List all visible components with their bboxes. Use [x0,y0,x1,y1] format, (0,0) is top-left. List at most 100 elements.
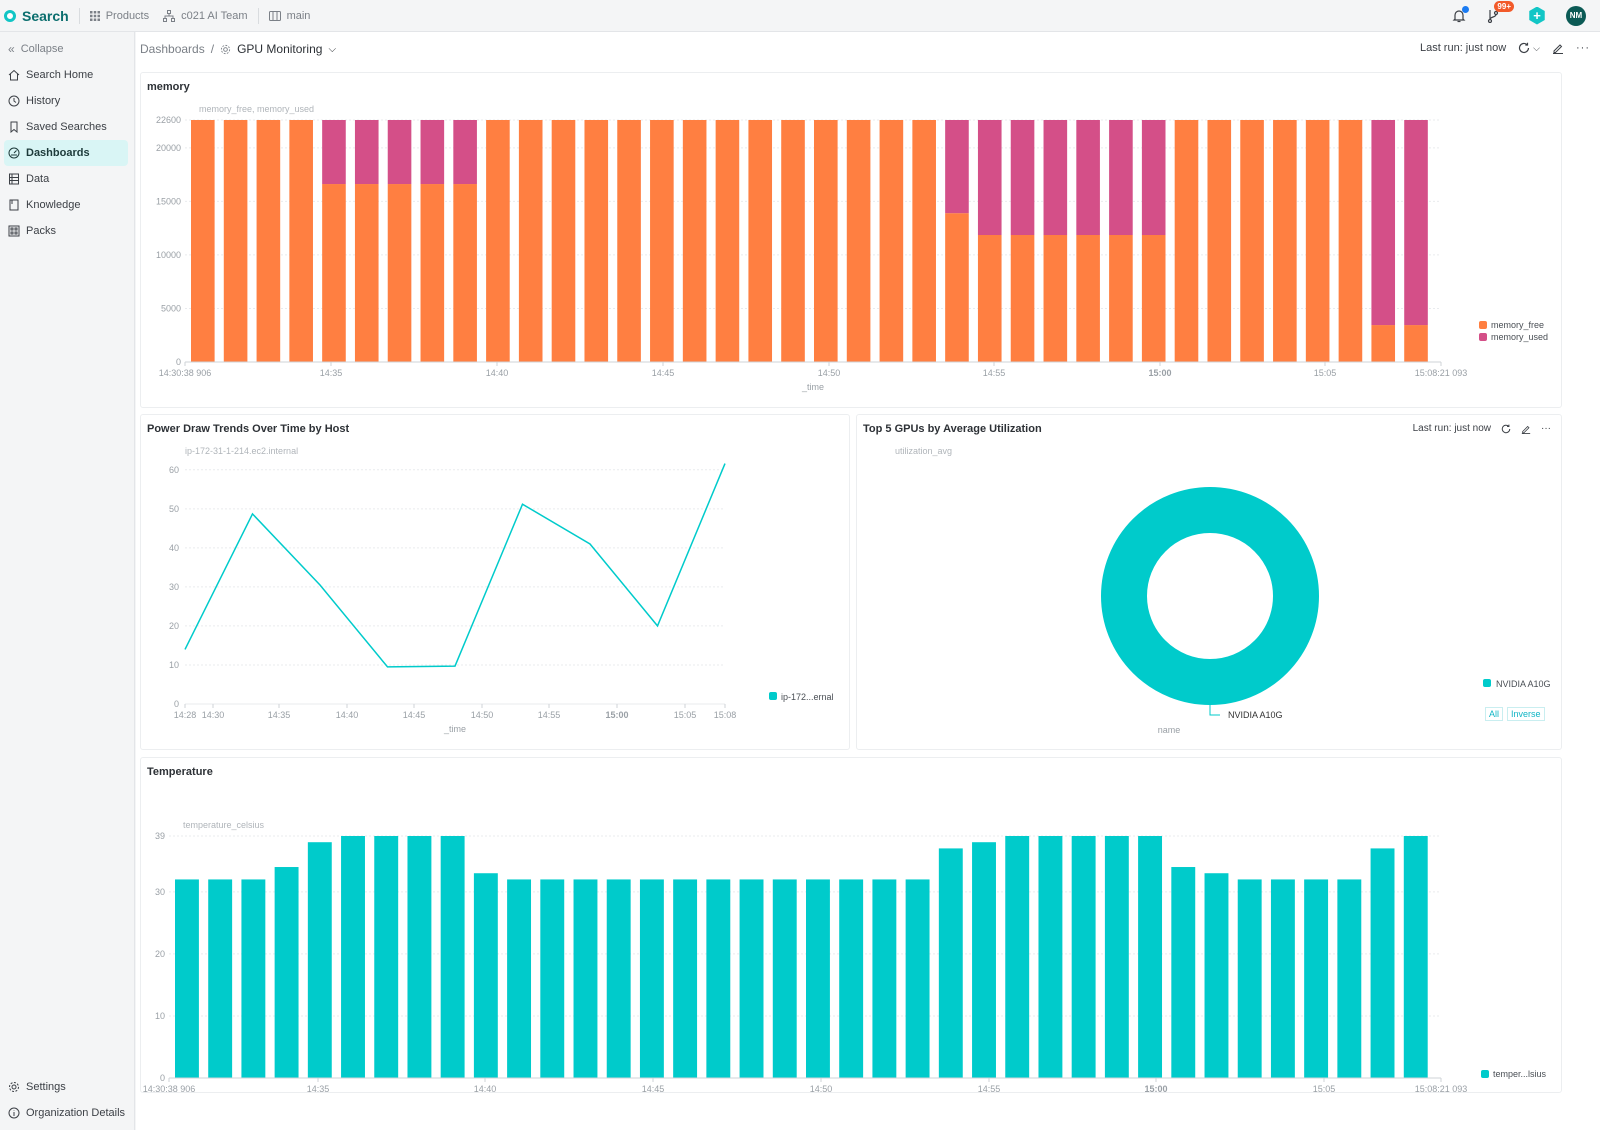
bar[interactable] [748,120,773,362]
bar[interactable] [307,842,332,1078]
bar[interactable] [945,213,969,362]
bar[interactable] [256,120,281,362]
bar[interactable] [1010,235,1035,362]
bar[interactable] [1171,867,1196,1078]
dashboard-title[interactable]: GPU Monitoring [237,42,323,56]
bar[interactable] [453,120,477,185]
bar[interactable] [650,120,674,362]
sidebar-item-dashboards[interactable]: Dashboards [4,140,128,166]
sidebar-item-saved-searches[interactable]: Saved Searches [4,114,128,140]
bar[interactable] [972,842,996,1078]
bar[interactable] [274,867,299,1078]
bar[interactable] [673,879,698,1078]
bar[interactable] [1371,325,1396,362]
bar[interactable] [1370,848,1395,1078]
bar[interactable] [1141,120,1166,236]
bar[interactable] [938,848,963,1078]
app-brand[interactable]: Search [0,8,69,24]
team-selector[interactable]: c021 AI Team [163,9,248,22]
bar[interactable] [1304,879,1329,1078]
legend-all-button[interactable]: All [1485,707,1504,721]
sidebar-item-history[interactable]: History [4,88,128,114]
bar[interactable] [191,120,215,362]
bar[interactable] [1237,879,1262,1078]
bar[interactable] [1338,120,1363,362]
bar[interactable] [606,879,631,1078]
bar[interactable] [706,879,731,1078]
collapse-button[interactable]: « Collapse [4,36,128,62]
bar[interactable] [341,836,365,1078]
sidebar-item-organization-details[interactable]: Organization Details [4,1100,129,1126]
user-avatar[interactable]: NM [1566,5,1586,26]
donut-slice[interactable] [1101,487,1319,705]
bar[interactable] [682,120,707,362]
products-menu[interactable]: Products [89,10,149,22]
bar[interactable] [440,836,465,1078]
branch-selector[interactable]: main [268,10,310,22]
sidebar-item-data[interactable]: Data [4,166,128,192]
bar[interactable] [905,879,930,1078]
bar[interactable] [322,120,346,185]
bar[interactable] [846,120,871,362]
breadcrumb-dashboards-link[interactable]: Dashboards [140,42,205,56]
bar[interactable] [407,836,432,1078]
bar[interactable] [540,879,565,1078]
sidebar-item-settings[interactable]: Settings [4,1074,129,1100]
tasks-button[interactable]: 99+ [1486,0,1514,23]
chevron-down-icon[interactable]: ⌵ [328,43,337,55]
bar[interactable] [473,873,498,1078]
bar[interactable] [518,120,543,362]
bar[interactable] [354,120,379,185]
bar[interactable] [486,120,510,362]
bar[interactable] [1273,120,1297,362]
sidebar-item-packs[interactable]: Packs [4,218,128,244]
bar[interactable] [1174,120,1199,362]
bar[interactable] [945,120,969,214]
bar[interactable] [772,879,797,1078]
bar[interactable] [573,879,598,1078]
sidebar-item-knowledge[interactable]: Knowledge [4,192,128,218]
bar[interactable] [507,879,532,1078]
bar[interactable] [1141,235,1166,362]
bar[interactable] [1404,120,1428,326]
bar[interactable] [584,120,609,362]
refresh-button[interactable]: ⌵ [1518,42,1540,54]
bar[interactable] [322,184,346,362]
bar[interactable] [1076,235,1100,362]
refresh-icon[interactable] [1501,424,1511,434]
bar[interactable] [1038,836,1063,1078]
bar[interactable] [453,184,477,362]
bar[interactable] [912,120,936,362]
bar[interactable] [374,836,399,1078]
bar[interactable] [1207,120,1232,362]
bar[interactable] [420,120,445,185]
bar[interactable] [617,120,641,362]
bar[interactable] [781,120,805,362]
edit-pencil-icon[interactable] [1521,424,1531,434]
legend-inverse-button[interactable]: Inverse [1507,707,1545,721]
bar[interactable] [1204,873,1229,1078]
power-line-series[interactable] [184,463,726,668]
bar[interactable] [1005,836,1030,1078]
bar[interactable] [1270,879,1295,1078]
bar[interactable] [839,879,864,1078]
bar[interactable] [806,879,830,1078]
bar[interactable] [739,879,764,1078]
bar[interactable] [1240,120,1264,362]
bar[interactable] [1305,120,1330,362]
bar[interactable] [387,120,412,185]
bar[interactable] [814,120,838,362]
bar[interactable] [1404,325,1428,362]
bar[interactable] [241,879,266,1078]
bar[interactable] [175,879,199,1078]
bar[interactable] [1071,836,1096,1078]
bar[interactable] [1109,235,1133,362]
bar[interactable] [977,235,1002,362]
bar[interactable] [420,184,445,362]
bar[interactable] [1043,120,1068,236]
bar[interactable] [879,120,904,362]
bar[interactable] [1043,235,1068,362]
bar[interactable] [289,120,313,362]
bar[interactable] [1138,836,1163,1078]
bar[interactable] [1076,120,1100,236]
